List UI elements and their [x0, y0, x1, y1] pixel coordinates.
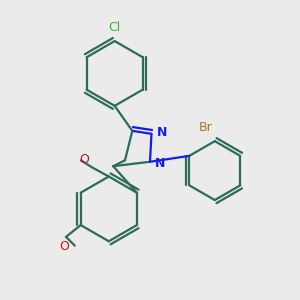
Text: N: N — [157, 126, 167, 139]
Text: Br: Br — [199, 121, 213, 134]
Text: Cl: Cl — [109, 21, 121, 34]
Text: O: O — [79, 153, 89, 166]
Text: N: N — [155, 157, 166, 170]
Text: O: O — [60, 240, 70, 253]
